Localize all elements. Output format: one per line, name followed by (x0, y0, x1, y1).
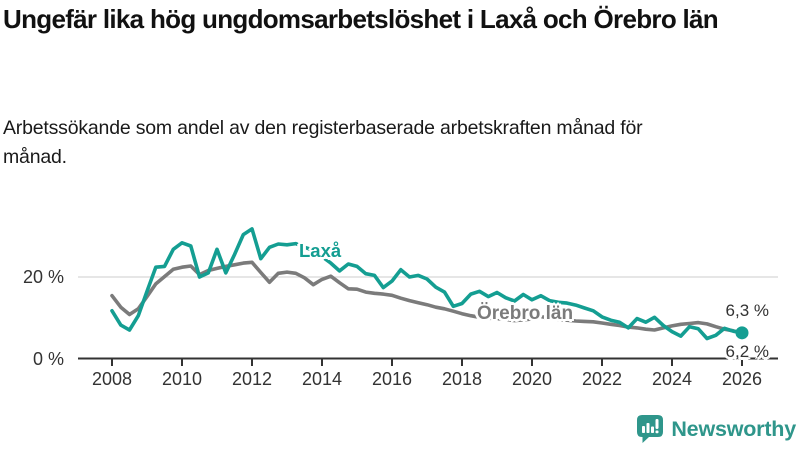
x-tick-label: 2010 (161, 369, 203, 389)
chart-subtitle: Arbetssökande som andel av den registerb… (3, 117, 643, 168)
newsworthy-logo: Newsworthy (636, 414, 796, 444)
x-axis-labels: 2008 2010 2012 2014 2016 2018 2020 2022 2024 2026 (0, 369, 800, 393)
y-tick-label: 0 % (32, 348, 64, 369)
end-dot (735, 326, 749, 340)
end-value-laxa: 6,3 % (725, 301, 769, 320)
series-label-laxa: Laxå (299, 240, 342, 261)
x-tick-label: 2016 (371, 369, 413, 389)
x-tick-label: 2020 (511, 369, 553, 389)
x-tick-label: 2024 (651, 369, 693, 389)
y-tick-label: 20 % (22, 267, 64, 287)
series-label-orebro: Örebro län (477, 303, 574, 324)
x-tick-label: 2026 (721, 369, 763, 389)
x-tick-label: 2018 (441, 369, 483, 389)
x-tick-label: 2022 (581, 369, 623, 389)
end-value-orebro: 6,2 % (725, 342, 769, 361)
y-axis-labels: 20 % 0 % (0, 0, 64, 450)
newsworthy-icon (637, 415, 664, 443)
series-line (110, 260, 744, 336)
x-tick-label: 2014 (301, 369, 343, 389)
chart-title: Ungefär lika hög ungdomsarbetslöshet i L… (3, 4, 719, 34)
series-line (110, 227, 744, 341)
newsworthy-wordmark: Newsworthy (671, 416, 796, 441)
x-tick-label: 2012 (231, 369, 273, 389)
x-tick-label: 2008 (91, 369, 133, 389)
